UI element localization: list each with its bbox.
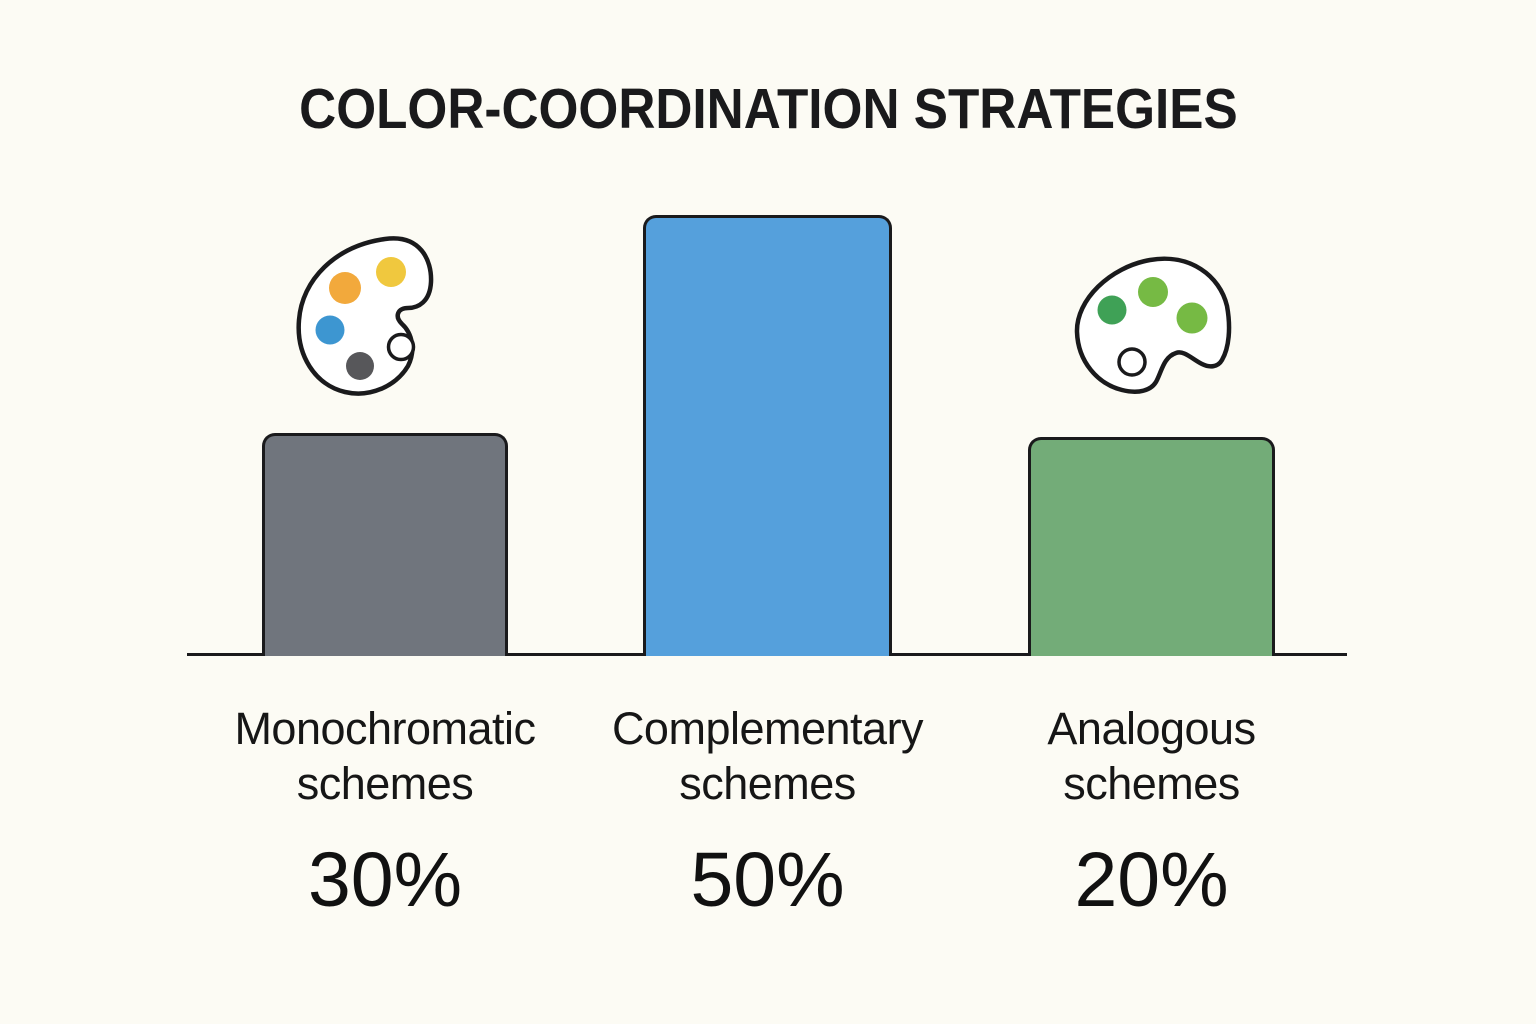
paint-dot-yellow (376, 257, 406, 287)
label-line: Monochromatic (234, 703, 536, 754)
chart-title: COLOR-COORDINATION STRATEGIES (298, 77, 1238, 141)
paint-dot-orange (329, 272, 361, 304)
paint-dot-dark-green (1097, 295, 1127, 325)
percent-complementary: 50% (690, 837, 845, 923)
label-monochromatic: Monochromatic schemes (234, 701, 536, 811)
label-line: schemes (1063, 758, 1240, 809)
paint-dot-blue (315, 315, 345, 345)
label-line: Complementary (611, 703, 924, 754)
percent-monochromatic: 30% (307, 837, 463, 923)
palette-body (1074, 256, 1232, 394)
percent-analogous: 20% (1074, 837, 1229, 923)
title-wrap: COLOR-COORDINATION STRATEGIES (0, 76, 1536, 142)
label-analogous: Analogous schemes (1047, 701, 1256, 811)
paint-dot-gray (346, 352, 374, 380)
paint-dot-light-green (1176, 302, 1208, 334)
painter-palette-icon (296, 236, 434, 396)
label-complementary: Complementary schemes (611, 701, 924, 811)
bar-complementary (643, 215, 892, 656)
label-line: Analogous (1047, 703, 1256, 754)
painter-palette-icon (1074, 256, 1232, 394)
bar-analogous (1028, 437, 1275, 656)
bar-monochromatic (262, 433, 508, 656)
thumb-hole (386, 332, 416, 362)
thumb-hole (1117, 347, 1147, 377)
label-line: schemes (296, 758, 474, 809)
label-line: schemes (679, 758, 856, 809)
paint-dot-light-green (1138, 277, 1168, 307)
